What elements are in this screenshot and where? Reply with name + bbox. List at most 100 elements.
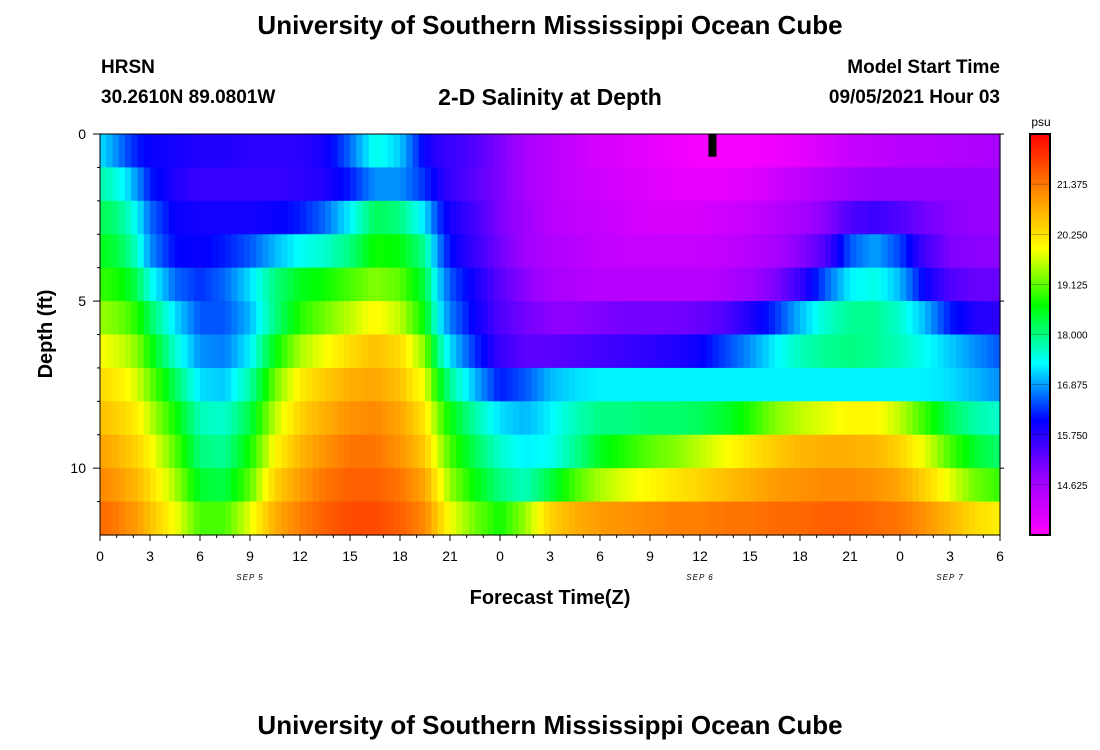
heatmap-cell <box>762 234 770 269</box>
heatmap-cell <box>918 334 926 369</box>
heatmap-cell <box>631 200 639 235</box>
heatmap-cell <box>256 434 264 469</box>
heatmap-cell <box>268 367 276 402</box>
heatmap-cell <box>556 267 564 302</box>
x-tick-label: 18 <box>792 548 808 564</box>
heatmap-cell <box>893 167 901 202</box>
heatmap-cell <box>800 267 807 302</box>
heatmap-cell <box>487 434 495 469</box>
heatmap-cell <box>337 200 345 235</box>
heatmap-cell <box>331 468 339 503</box>
heatmap-cell <box>725 234 732 269</box>
heatmap-cell <box>562 267 570 302</box>
heatmap-cell <box>962 301 970 336</box>
heatmap-cell <box>568 301 576 336</box>
heatmap-cell <box>506 200 514 235</box>
colorbar-tick-label: 15.750 <box>1057 431 1088 442</box>
heatmap-cell <box>681 367 689 402</box>
heatmap-cell <box>843 234 851 269</box>
heatmap-cell <box>843 301 851 336</box>
heatmap-cell <box>481 334 489 369</box>
heatmap-cell <box>912 167 920 202</box>
heatmap-cell <box>762 367 770 402</box>
heatmap-cell <box>918 468 926 503</box>
heatmap-cell <box>218 401 226 436</box>
heatmap-cell <box>150 434 157 469</box>
heatmap-cell <box>450 167 457 202</box>
heatmap-cell <box>681 167 689 202</box>
colorbar-tick-label: 18.000 <box>1057 331 1088 342</box>
heatmap-cell <box>918 200 926 235</box>
heatmap-cell <box>268 234 276 269</box>
heatmap-cell <box>318 501 326 536</box>
heatmap-cell <box>225 367 232 402</box>
heatmap-cell <box>587 468 595 503</box>
heatmap-cell <box>618 234 626 269</box>
heatmap-cell <box>393 367 401 402</box>
heatmap-cell <box>568 367 576 402</box>
heatmap-cell <box>931 334 939 369</box>
heatmap-cell <box>100 234 107 269</box>
heatmap-cell <box>943 200 951 235</box>
heatmap-cell <box>631 468 639 503</box>
heatmap-cell <box>918 234 926 269</box>
heatmap-cell <box>375 301 382 336</box>
heatmap-cell <box>606 367 614 402</box>
heatmap-cell <box>806 167 814 202</box>
heatmap-cell <box>943 501 951 536</box>
heatmap-cell <box>981 434 989 469</box>
heatmap-cell <box>612 367 620 402</box>
heatmap-cell <box>987 234 995 269</box>
heatmap-cell <box>781 167 789 202</box>
heatmap-cell <box>975 334 982 369</box>
heatmap-cell <box>312 301 320 336</box>
heatmap-cell <box>787 334 795 369</box>
heatmap-cell <box>168 301 176 336</box>
heatmap-cell <box>943 367 951 402</box>
heatmap-cell <box>500 200 507 235</box>
heatmap-cell <box>106 234 114 269</box>
heatmap-cell <box>256 134 264 169</box>
heatmap-cell <box>443 434 451 469</box>
heatmap-cell <box>800 367 807 402</box>
heatmap-cell <box>675 501 682 536</box>
heatmap-cell <box>456 367 464 402</box>
heatmap-cell <box>606 301 614 336</box>
heatmap-cell <box>381 501 389 536</box>
heatmap-cell <box>175 134 182 169</box>
heatmap-cell <box>193 200 201 235</box>
heatmap-cell <box>343 234 351 269</box>
heatmap-cell <box>556 200 564 235</box>
heatmap-cell <box>768 468 776 503</box>
heatmap-cell <box>931 234 939 269</box>
heatmap-cell <box>675 167 682 202</box>
heatmap-cell <box>468 401 476 436</box>
heatmap-cell <box>250 267 257 302</box>
heatmap-cell <box>337 301 345 336</box>
heatmap-cell <box>768 367 776 402</box>
heatmap-cell <box>656 200 664 235</box>
heatmap-cell <box>343 501 351 536</box>
heatmap-cell <box>237 367 245 402</box>
heatmap-cell <box>281 267 289 302</box>
heatmap-cell <box>318 334 326 369</box>
heatmap-cell <box>312 134 320 169</box>
x-tick-label: 0 <box>496 548 504 564</box>
heatmap-cell <box>837 234 845 269</box>
heatmap-cell <box>881 200 889 235</box>
heatmap-cell <box>287 200 295 235</box>
heatmap-cell <box>506 267 514 302</box>
heatmap-cell <box>625 134 632 169</box>
heatmap-cell <box>631 134 639 169</box>
heatmap-cell <box>256 200 264 235</box>
heatmap-cell <box>468 234 476 269</box>
heatmap-cell <box>637 468 645 503</box>
heatmap-cell <box>956 401 964 436</box>
heatmap-cell <box>750 501 757 536</box>
heatmap-cell <box>837 267 845 302</box>
heatmap-cell <box>906 134 914 169</box>
heatmap-cell <box>868 267 876 302</box>
heatmap-cell <box>187 200 195 235</box>
heatmap-cell <box>450 134 457 169</box>
